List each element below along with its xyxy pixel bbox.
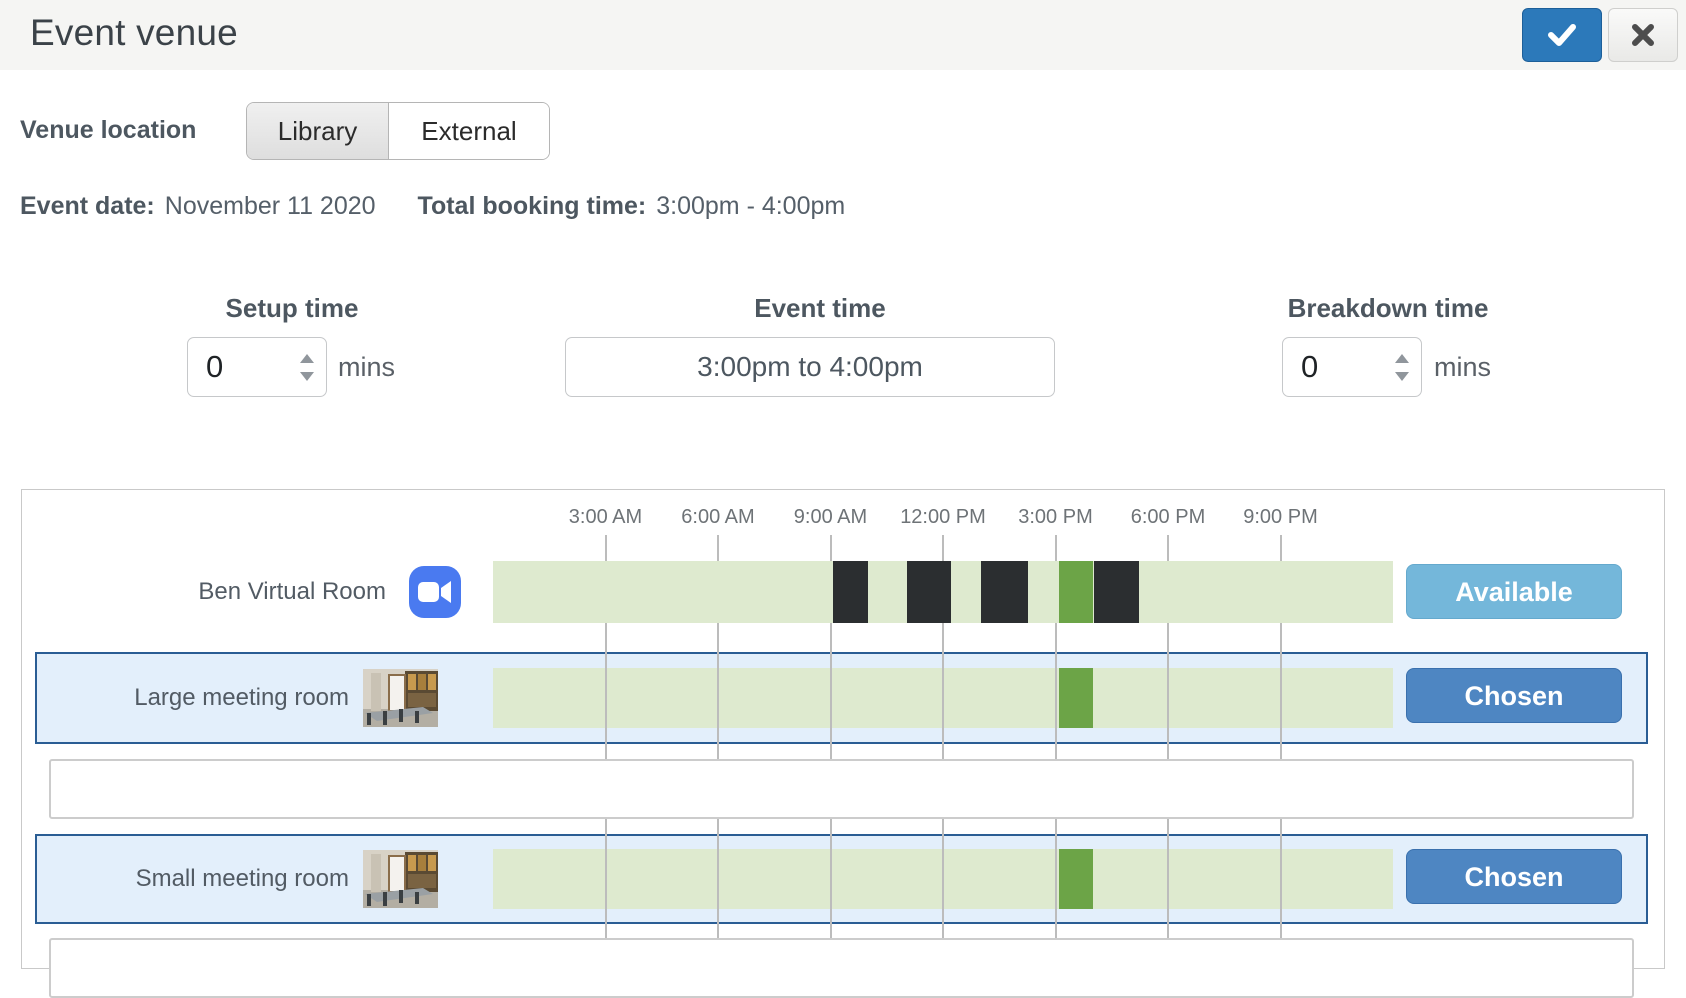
setup-time-stepper[interactable] xyxy=(300,338,314,396)
close-button[interactable] xyxy=(1608,8,1678,62)
breakdown-time-stepper[interactable] xyxy=(1395,338,1409,396)
time-label: 12:00 PM xyxy=(900,506,986,528)
room-name: Large meeting room xyxy=(134,684,349,711)
zoom-video-icon xyxy=(409,566,461,618)
check-icon xyxy=(1548,24,1576,46)
time-scale: 3:00 AM 6:00 AM 9:00 AM 12:00 PM 3:00 PM 6:00… xyxy=(493,506,1393,970)
gridline xyxy=(942,535,944,970)
chosen-button[interactable]: Chosen xyxy=(1406,849,1622,904)
chosen-button[interactable]: Chosen xyxy=(1406,668,1622,723)
stepper-up-icon[interactable] xyxy=(300,353,314,363)
venue-location-toggle: Library External xyxy=(246,102,550,160)
venue-location-label: Venue location xyxy=(20,116,197,144)
breakdown-time-unit: mins xyxy=(1434,352,1492,382)
breakdown-time-input[interactable]: 0 xyxy=(1282,337,1422,397)
toggle-option-library[interactable]: Library xyxy=(247,103,389,159)
event-date-label: Event date: xyxy=(20,192,155,220)
setup-time-input[interactable]: 0 xyxy=(187,337,327,397)
setup-time-unit: mins xyxy=(338,352,396,382)
empty-slot-row xyxy=(49,938,1634,998)
event-time-block xyxy=(1059,561,1094,623)
page-title: Event venue xyxy=(30,12,238,53)
room-photo xyxy=(363,850,438,908)
time-label: 3:00 PM xyxy=(1018,506,1093,528)
time-label: 9:00 PM xyxy=(1243,506,1318,528)
setup-time-heading: Setup time xyxy=(225,293,359,323)
busy-block xyxy=(1094,561,1140,623)
event-date-value: November 11 2020 xyxy=(164,192,376,220)
gridline xyxy=(717,535,719,970)
time-label: 6:00 PM xyxy=(1130,506,1206,528)
event-time-block xyxy=(1059,668,1094,728)
booking-time-value: 3:00pm - 4:00pm xyxy=(656,192,846,220)
event-time-heading: Event time xyxy=(754,293,886,323)
close-icon xyxy=(1632,24,1654,46)
busy-block xyxy=(907,561,952,623)
breakdown-time-value: 0 xyxy=(1301,349,1319,384)
booking-time-label: Total booking time: xyxy=(417,192,647,220)
event-time-block xyxy=(1059,849,1094,909)
event-info-bar: Event date: November 11 2020 Total booking… xyxy=(20,192,845,221)
gridline xyxy=(1054,535,1057,970)
gridline xyxy=(829,535,832,970)
stepper-down-icon[interactable] xyxy=(300,371,314,381)
confirm-button[interactable] xyxy=(1522,8,1602,62)
dialog-header: Event venue xyxy=(0,0,1686,70)
stepper-down-icon[interactable] xyxy=(1395,371,1409,381)
time-label: 6:00 AM xyxy=(681,506,755,528)
room-name: Small meeting room xyxy=(135,865,349,892)
gridline xyxy=(1167,535,1169,970)
busy-block xyxy=(980,561,1028,623)
empty-slot-row xyxy=(49,759,1634,819)
gridline xyxy=(604,535,607,970)
room-name: Ben Virtual Room xyxy=(198,578,386,605)
available-button[interactable]: Available xyxy=(1406,564,1622,619)
availability-bar[interactable] xyxy=(493,561,1393,623)
time-label: 9:00 AM xyxy=(793,506,868,528)
event-time-input[interactable]: 3:00pm to 4:00pm xyxy=(565,337,1055,397)
gridline xyxy=(1279,535,1282,970)
setup-time-value: 0 xyxy=(206,349,224,384)
busy-block xyxy=(833,561,869,623)
breakdown-time-heading: Breakdown time xyxy=(1287,293,1489,323)
toggle-option-external[interactable]: External xyxy=(389,103,549,159)
time-label: 3:00 AM xyxy=(568,506,643,528)
stepper-up-icon[interactable] xyxy=(1395,353,1409,363)
availability-panel: 3:00 AM 6:00 AM 9:00 AM 12:00 PM 3:00 PM 6:00… xyxy=(21,489,1665,998)
room-photo xyxy=(363,669,438,727)
